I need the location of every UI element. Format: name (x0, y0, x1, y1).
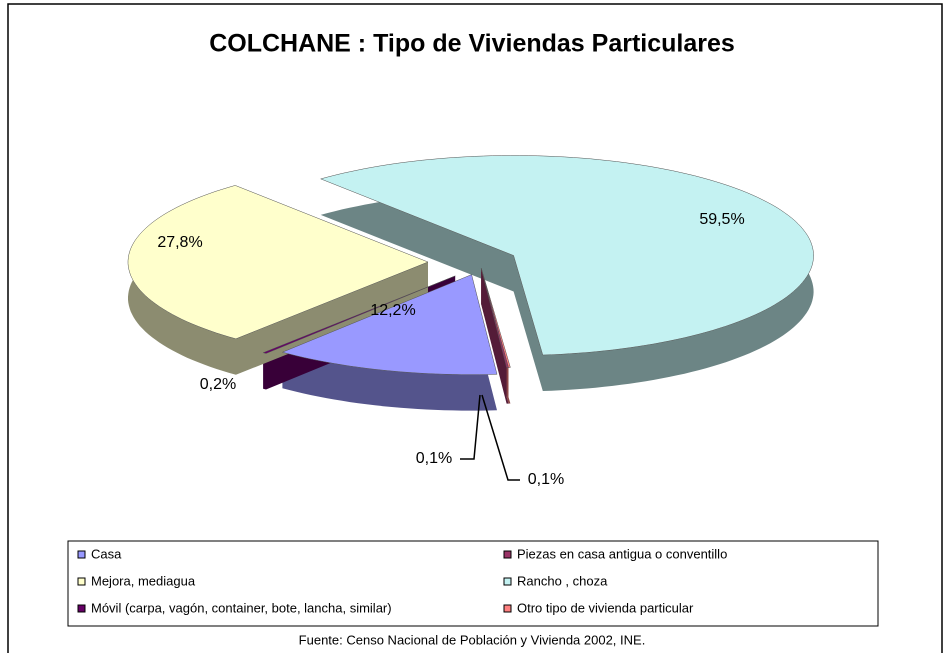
legend (67, 540, 879, 627)
data-label: 27,8% (157, 234, 202, 251)
legend-label: Casa (91, 546, 122, 561)
data-label: 0,1% (416, 450, 452, 467)
leader-line (481, 394, 520, 481)
legend-label: Rancho , choza (517, 573, 608, 588)
legend-swatch (77, 550, 86, 559)
chart-title: COLCHANE : Tipo de Viviendas Particulare… (209, 30, 735, 58)
slice (127, 185, 429, 340)
slice (262, 275, 456, 354)
legend-label: Otro tipo de vivienda particular (517, 600, 694, 615)
legend-swatch (503, 577, 512, 586)
legend-label: Móvil (carpa, vagón, container, bote, la… (91, 600, 392, 615)
data-label: 59,5% (699, 211, 744, 228)
slice-side (481, 268, 509, 404)
source-note: Fuente: Censo Nacional de Población y Vi… (299, 632, 646, 647)
slice (480, 267, 509, 368)
data-label: 12,2% (370, 302, 415, 319)
pie (127, 155, 814, 411)
legend-swatch (77, 604, 86, 613)
legend-label: Mejora, mediagua (91, 573, 196, 588)
legend-swatch (503, 604, 512, 613)
legend-swatch (503, 550, 512, 559)
slice (281, 274, 498, 375)
data-label: 0,2% (200, 376, 236, 393)
leader-line (460, 394, 481, 460)
legend-swatch (77, 577, 86, 586)
data-label: 0,1% (528, 471, 564, 488)
legend-label: Piezas en casa antigua o conventillo (517, 546, 727, 561)
slice (319, 155, 814, 356)
